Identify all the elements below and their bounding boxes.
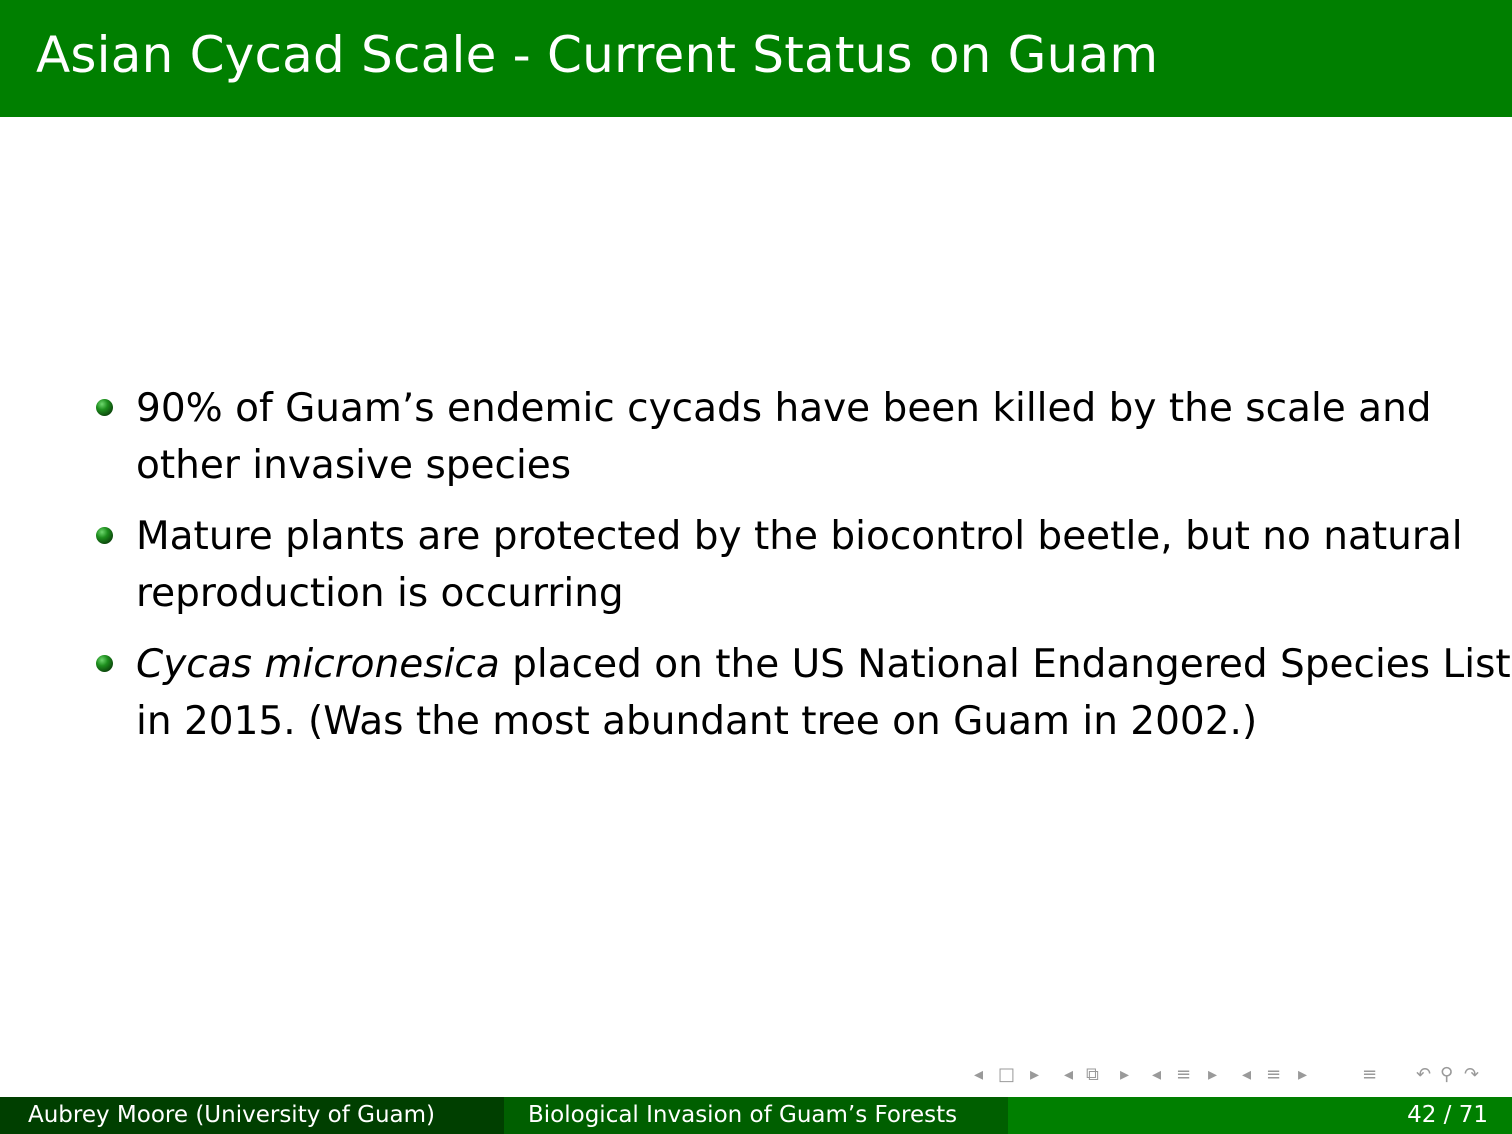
footer-title-section: Biological Invasion of Guam’s Forests <box>504 1097 1008 1134</box>
footer-author: Aubrey Moore (University of Guam) <box>28 1102 435 1128</box>
redo-icon[interactable]: ↷ <box>1464 1064 1480 1085</box>
bullet-line-rest: placed on the US National Endangered Spe… <box>499 642 1511 687</box>
arrow-right-icon[interactable]: ▸ <box>1298 1064 1308 1085</box>
bullet-line: Mature plants are protected by the bioco… <box>136 514 1463 559</box>
undo-icon[interactable]: ↶ <box>1416 1064 1432 1085</box>
arrow-left-icon[interactable]: ◂ <box>1152 1064 1162 1085</box>
slide-title: Asian Cycad Scale - Current Status on Gu… <box>36 26 1159 84</box>
bullet-icon <box>96 527 113 544</box>
subsection-icon[interactable]: ⧉ <box>1086 1064 1099 1085</box>
arrow-left-icon[interactable]: ◂ <box>1064 1064 1074 1085</box>
footer: Aubrey Moore (University of Guam) Biolog… <box>0 1097 1512 1134</box>
title-bar: Asian Cycad Scale - Current Status on Gu… <box>0 0 1512 117</box>
section-icon[interactable]: ≡ <box>1176 1064 1192 1085</box>
bullet-line: reproduction is occurring <box>136 571 624 616</box>
bullet-line: in 2015. (Was the most abundant tree on … <box>136 699 1258 744</box>
bullet-line: 90% of Guam’s endemic cycads have been k… <box>136 386 1432 431</box>
page-number: 42 / 71 <box>1407 1102 1488 1128</box>
frame-icon[interactable]: □ <box>998 1064 1016 1085</box>
slide-content: 90% of Guam’s endemic cycads have been k… <box>92 380 1511 764</box>
arrow-right-icon[interactable]: ▸ <box>1208 1064 1218 1085</box>
footer-talk-title: Biological Invasion of Guam’s Forests <box>528 1102 958 1128</box>
arrow-left-icon[interactable]: ◂ <box>974 1064 984 1085</box>
bullet-icon <box>96 399 113 416</box>
footer-author-section: Aubrey Moore (University of Guam) <box>0 1097 504 1134</box>
align-icon[interactable]: ≡ <box>1362 1064 1378 1085</box>
bullet-item: Cycas micronesica placed on the US Natio… <box>92 636 1511 750</box>
section-icon[interactable]: ≡ <box>1266 1064 1282 1085</box>
beamer-navigation: ◂ □ ▸ ◂ ⧉ ▸ ◂ ≡ ▸ ◂ ≡ ▸ ≡ ↶ ⚲ ↷ <box>970 1063 1500 1087</box>
bullet-icon <box>96 655 113 672</box>
bullet-item: 90% of Guam’s endemic cycads have been k… <box>92 380 1492 494</box>
bullet-item: Mature plants are protected by the bioco… <box>92 508 1492 622</box>
arrow-right-icon[interactable]: ▸ <box>1120 1064 1130 1085</box>
arrow-right-icon[interactable]: ▸ <box>1030 1064 1040 1085</box>
species-name: Cycas micronesica <box>136 642 500 687</box>
bullet-line: Cycas micronesica placed on the US Natio… <box>136 636 1511 693</box>
footer-page-section: 42 / 71 <box>1008 1097 1512 1134</box>
search-icon[interactable]: ⚲ <box>1440 1064 1454 1085</box>
bullet-line: other invasive species <box>136 443 572 488</box>
arrow-left-icon[interactable]: ◂ <box>1242 1064 1252 1085</box>
